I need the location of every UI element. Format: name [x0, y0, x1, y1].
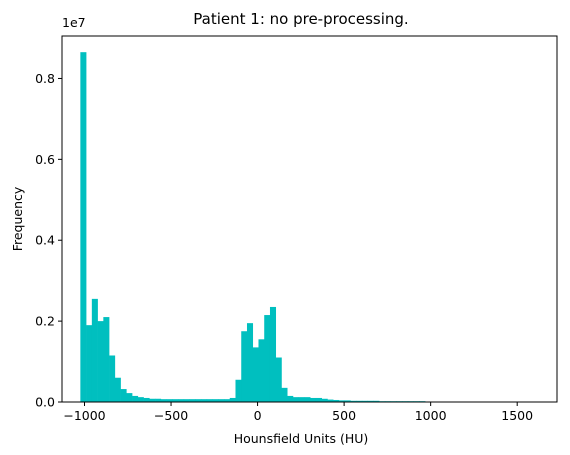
histogram-bar: [281, 387, 288, 402]
histogram-bar: [103, 317, 110, 402]
histogram-bar: [287, 395, 294, 402]
histogram-bar: [361, 400, 368, 402]
histogram-bar: [132, 395, 139, 402]
histogram-bar: [149, 398, 156, 402]
histogram-bar: [304, 397, 311, 402]
y-axis-label: Frequency: [10, 186, 25, 251]
histogram-bar: [315, 397, 322, 402]
plot-frame: [61, 35, 558, 403]
histogram-bar: [298, 397, 305, 402]
x-tick-label: 1000: [415, 408, 447, 423]
histogram-bar: [333, 399, 340, 402]
y-offset-label: 1e7: [62, 15, 86, 30]
x-tick-label: 1500: [501, 408, 533, 423]
y-tick-label: 0.0: [35, 395, 55, 410]
histogram-bar: [229, 397, 236, 402]
x-axis-ticks: −1000 −500 0 500 1000 1500: [63, 402, 533, 423]
histogram-bar: [310, 397, 317, 402]
histogram-bar: [321, 398, 328, 402]
x-tick-label: 0: [254, 408, 262, 423]
histogram-bar: [367, 400, 374, 402]
histogram-bar: [126, 393, 133, 402]
x-axis-label: Hounsfield Units (HU): [234, 431, 369, 446]
histogram-bar: [252, 347, 259, 402]
histogram-bar: [120, 389, 127, 402]
histogram-bar: [246, 323, 254, 402]
histogram-bar: [373, 400, 380, 402]
histogram-bar: [269, 306, 277, 402]
histogram-bar: [212, 399, 219, 402]
x-tick-label: −1000: [63, 408, 105, 423]
histogram-bar: [97, 321, 104, 402]
histogram-bar: [143, 397, 150, 402]
histogram-bar: [201, 399, 208, 402]
histogram-bar: [166, 399, 173, 402]
y-tick-label: 0.8: [35, 71, 55, 86]
histogram-bar: [338, 400, 345, 402]
y-axis-ticks: 0.0 0.2 0.4 0.6 0.8: [35, 71, 62, 410]
histogram-bar: [258, 339, 265, 402]
histogram-bar: [178, 399, 185, 402]
histogram-bar: [206, 399, 213, 402]
y-tick-label: 0.6: [35, 152, 55, 167]
histogram-bar: [109, 355, 116, 402]
histogram-bar: [80, 52, 87, 403]
histogram-bar: [235, 379, 242, 402]
histogram-bar: [344, 400, 351, 402]
histogram-bar: [292, 397, 299, 402]
histogram-bar: [264, 315, 271, 402]
x-tick-label: 500: [332, 408, 356, 423]
histogram-bar: [91, 298, 98, 402]
y-tick-label: 0.2: [35, 314, 55, 329]
histogram-bar: [183, 399, 190, 402]
histogram-bar: [160, 399, 167, 402]
histogram-bar: [241, 331, 248, 402]
histogram-bar: [218, 399, 225, 402]
histogram-bars: [80, 52, 455, 403]
histogram-bar: [172, 399, 179, 402]
histogram-bar: [86, 325, 93, 402]
y-tick-label: 0.4: [35, 233, 55, 248]
histogram-bar: [195, 399, 202, 402]
chart-title: Patient 1: no pre-processing.: [193, 10, 408, 28]
histogram-bar: [356, 400, 363, 402]
histogram-bar: [327, 399, 334, 402]
histogram-bar: [137, 397, 144, 402]
x-tick-label: −500: [154, 408, 188, 423]
histogram-bar: [350, 400, 357, 402]
histogram-bar: [275, 357, 282, 402]
histogram-bar: [224, 399, 231, 402]
histogram-bar: [155, 398, 162, 402]
histogram-bar: [189, 399, 196, 402]
histogram-bar: [114, 377, 121, 402]
